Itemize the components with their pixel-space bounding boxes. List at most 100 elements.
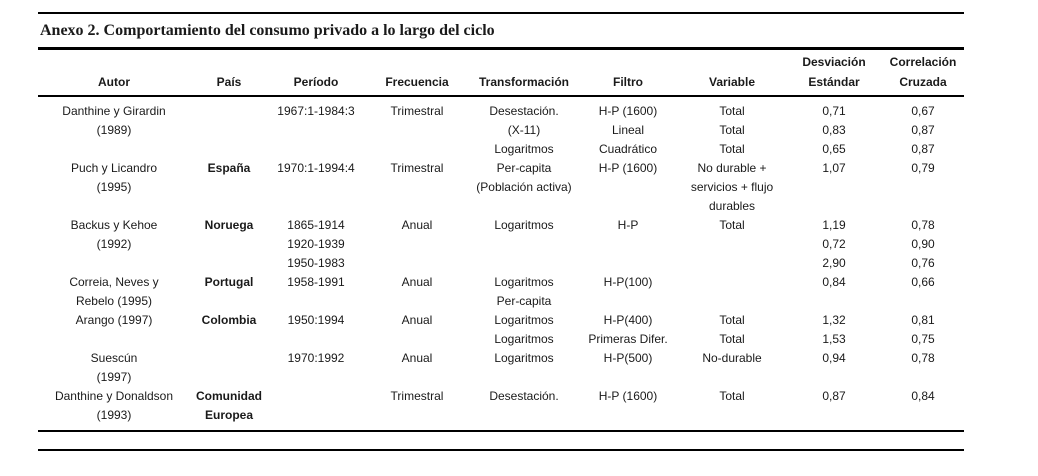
table-cell: Logaritmos: [494, 218, 554, 232]
table-cell: Per-capita: [496, 294, 552, 308]
table-cell: Trimestral: [390, 104, 444, 118]
table-cell: [470, 235, 578, 254]
table-cell: [882, 368, 964, 387]
table-cell: 1,32: [822, 313, 846, 327]
table-cell: Total: [719, 389, 745, 403]
table-cell: [678, 254, 786, 273]
table-cell: [882, 197, 964, 216]
table-cell: 1967:1-1984:3: [277, 104, 355, 118]
table-cell: [190, 178, 268, 197]
table-cell: Total: [719, 218, 745, 232]
column-header-filtro: Filtro: [578, 72, 678, 97]
table-cell: [364, 121, 470, 140]
column-header: [268, 52, 364, 72]
column-header-frecuencia: Frecuencia: [364, 72, 470, 97]
table-cell: [364, 368, 470, 387]
column-header: [578, 52, 678, 72]
table-cell: [190, 96, 268, 121]
table-cell: 0,79: [911, 161, 935, 175]
table-cell: [38, 330, 190, 349]
table-cell: 0,84: [822, 275, 846, 289]
table-cell: [190, 254, 268, 273]
table-cell: [578, 235, 678, 254]
column-header: [678, 52, 786, 72]
table-cell: [786, 368, 882, 387]
table-cell: (1993): [96, 408, 132, 422]
table-cell: [190, 140, 268, 159]
table-row: Rebelo (1995) Per-capita: [38, 292, 964, 311]
table-cell: H-P(400): [603, 313, 653, 327]
table-cell: [578, 406, 678, 425]
table-cell: (1992): [96, 237, 132, 251]
column-header-desviacion: Desviación: [802, 55, 866, 69]
table-cell: (1989): [96, 123, 132, 137]
table-row: Logaritmos Cuadrático Total 0,65 0,87: [38, 140, 964, 159]
table-cell: [268, 121, 364, 140]
table-cell: [786, 406, 882, 425]
table-cell: Logaritmos: [494, 275, 554, 289]
table-row: (1992) 1920-1939 0,72 0,90: [38, 235, 964, 254]
table-row: Correia, Neves y Portugal 1958-1991 Anual Lo…: [38, 273, 964, 292]
table-cell: Total: [719, 104, 745, 118]
table-cell: [786, 292, 882, 311]
column-header: [364, 52, 470, 72]
table-cell: 1,07: [822, 161, 846, 175]
table-row: Backus y Kehoe Noruega 1865-1914 Anual Logar…: [38, 216, 964, 235]
table-cell: 0,78: [911, 218, 935, 232]
table-cell: [190, 330, 268, 349]
column-header: [38, 52, 190, 72]
table-cell: [882, 406, 964, 425]
table-cell: 0,81: [911, 313, 935, 327]
table-cell: [578, 197, 678, 216]
table-cell: [364, 197, 470, 216]
table-cell: [578, 292, 678, 311]
table-cell: [470, 368, 578, 387]
table-cell: Total: [719, 123, 745, 137]
table-cell: Anual: [401, 313, 433, 327]
table-cell: H-P: [617, 218, 639, 232]
table-bottom-rule: [38, 430, 964, 432]
table-cell: 0,87: [822, 389, 846, 403]
table-cell: (X-11): [507, 123, 541, 137]
table-cell: [38, 254, 190, 273]
table-cell: (Población activa): [476, 180, 572, 194]
table-cell: Total: [719, 313, 745, 327]
table-row: Puch y Licandro España 1970:1-1994:4 Trimes…: [38, 159, 964, 178]
table-cell: Europea: [204, 408, 253, 422]
table-cell: Desestación.: [489, 104, 559, 118]
table-cell: [190, 197, 268, 216]
column-header-cruzada: Cruzada: [882, 72, 964, 97]
column-header-autor: Autor: [38, 72, 190, 97]
table-cell: [786, 197, 882, 216]
table-cell: 1,53: [822, 332, 846, 346]
table-row: (1989) (X-11) Lineal Total 0,83 0,87: [38, 121, 964, 140]
table-cell: [190, 292, 268, 311]
table-cell: Portugal: [204, 275, 254, 289]
column-header-transformacion: Transformación: [470, 72, 578, 97]
table-cell: [268, 140, 364, 159]
table-cell: Puch y Licandro: [70, 161, 158, 175]
table-row: (1997): [38, 368, 964, 387]
table-row: 1950-1983 2,90 0,76: [38, 254, 964, 273]
table-cell: [268, 178, 364, 197]
table-cell: [190, 368, 268, 387]
table-cell: H-P(500): [603, 351, 653, 365]
table-cell: Logaritmos: [494, 313, 554, 327]
table-cell: Backus y Kehoe: [70, 218, 158, 232]
table-cell: [578, 178, 678, 197]
table-cell: [470, 406, 578, 425]
table-cell: 0,65: [822, 142, 846, 156]
table-cell: [882, 292, 964, 311]
table-cell: Per-capita: [496, 161, 552, 175]
table-title: Anexo 2. Comportamiento del consumo priv…: [40, 22, 495, 39]
table-cell: 0,71: [822, 104, 846, 118]
document-page: Anexo 2. Comportamiento del consumo priv…: [38, 12, 964, 451]
table-row: Danthine y Donaldson Comunidad Trimestral D…: [38, 387, 964, 406]
table-cell: Trimestral: [390, 389, 444, 403]
table-row: Logaritmos Primeras Difer. Total 1,53 0,75: [38, 330, 964, 349]
table-cell: H-P (1600): [598, 161, 658, 175]
table-cell: [190, 349, 268, 368]
table-cell: [364, 235, 470, 254]
table-cell: Total: [719, 142, 745, 156]
table-cell: [190, 235, 268, 254]
